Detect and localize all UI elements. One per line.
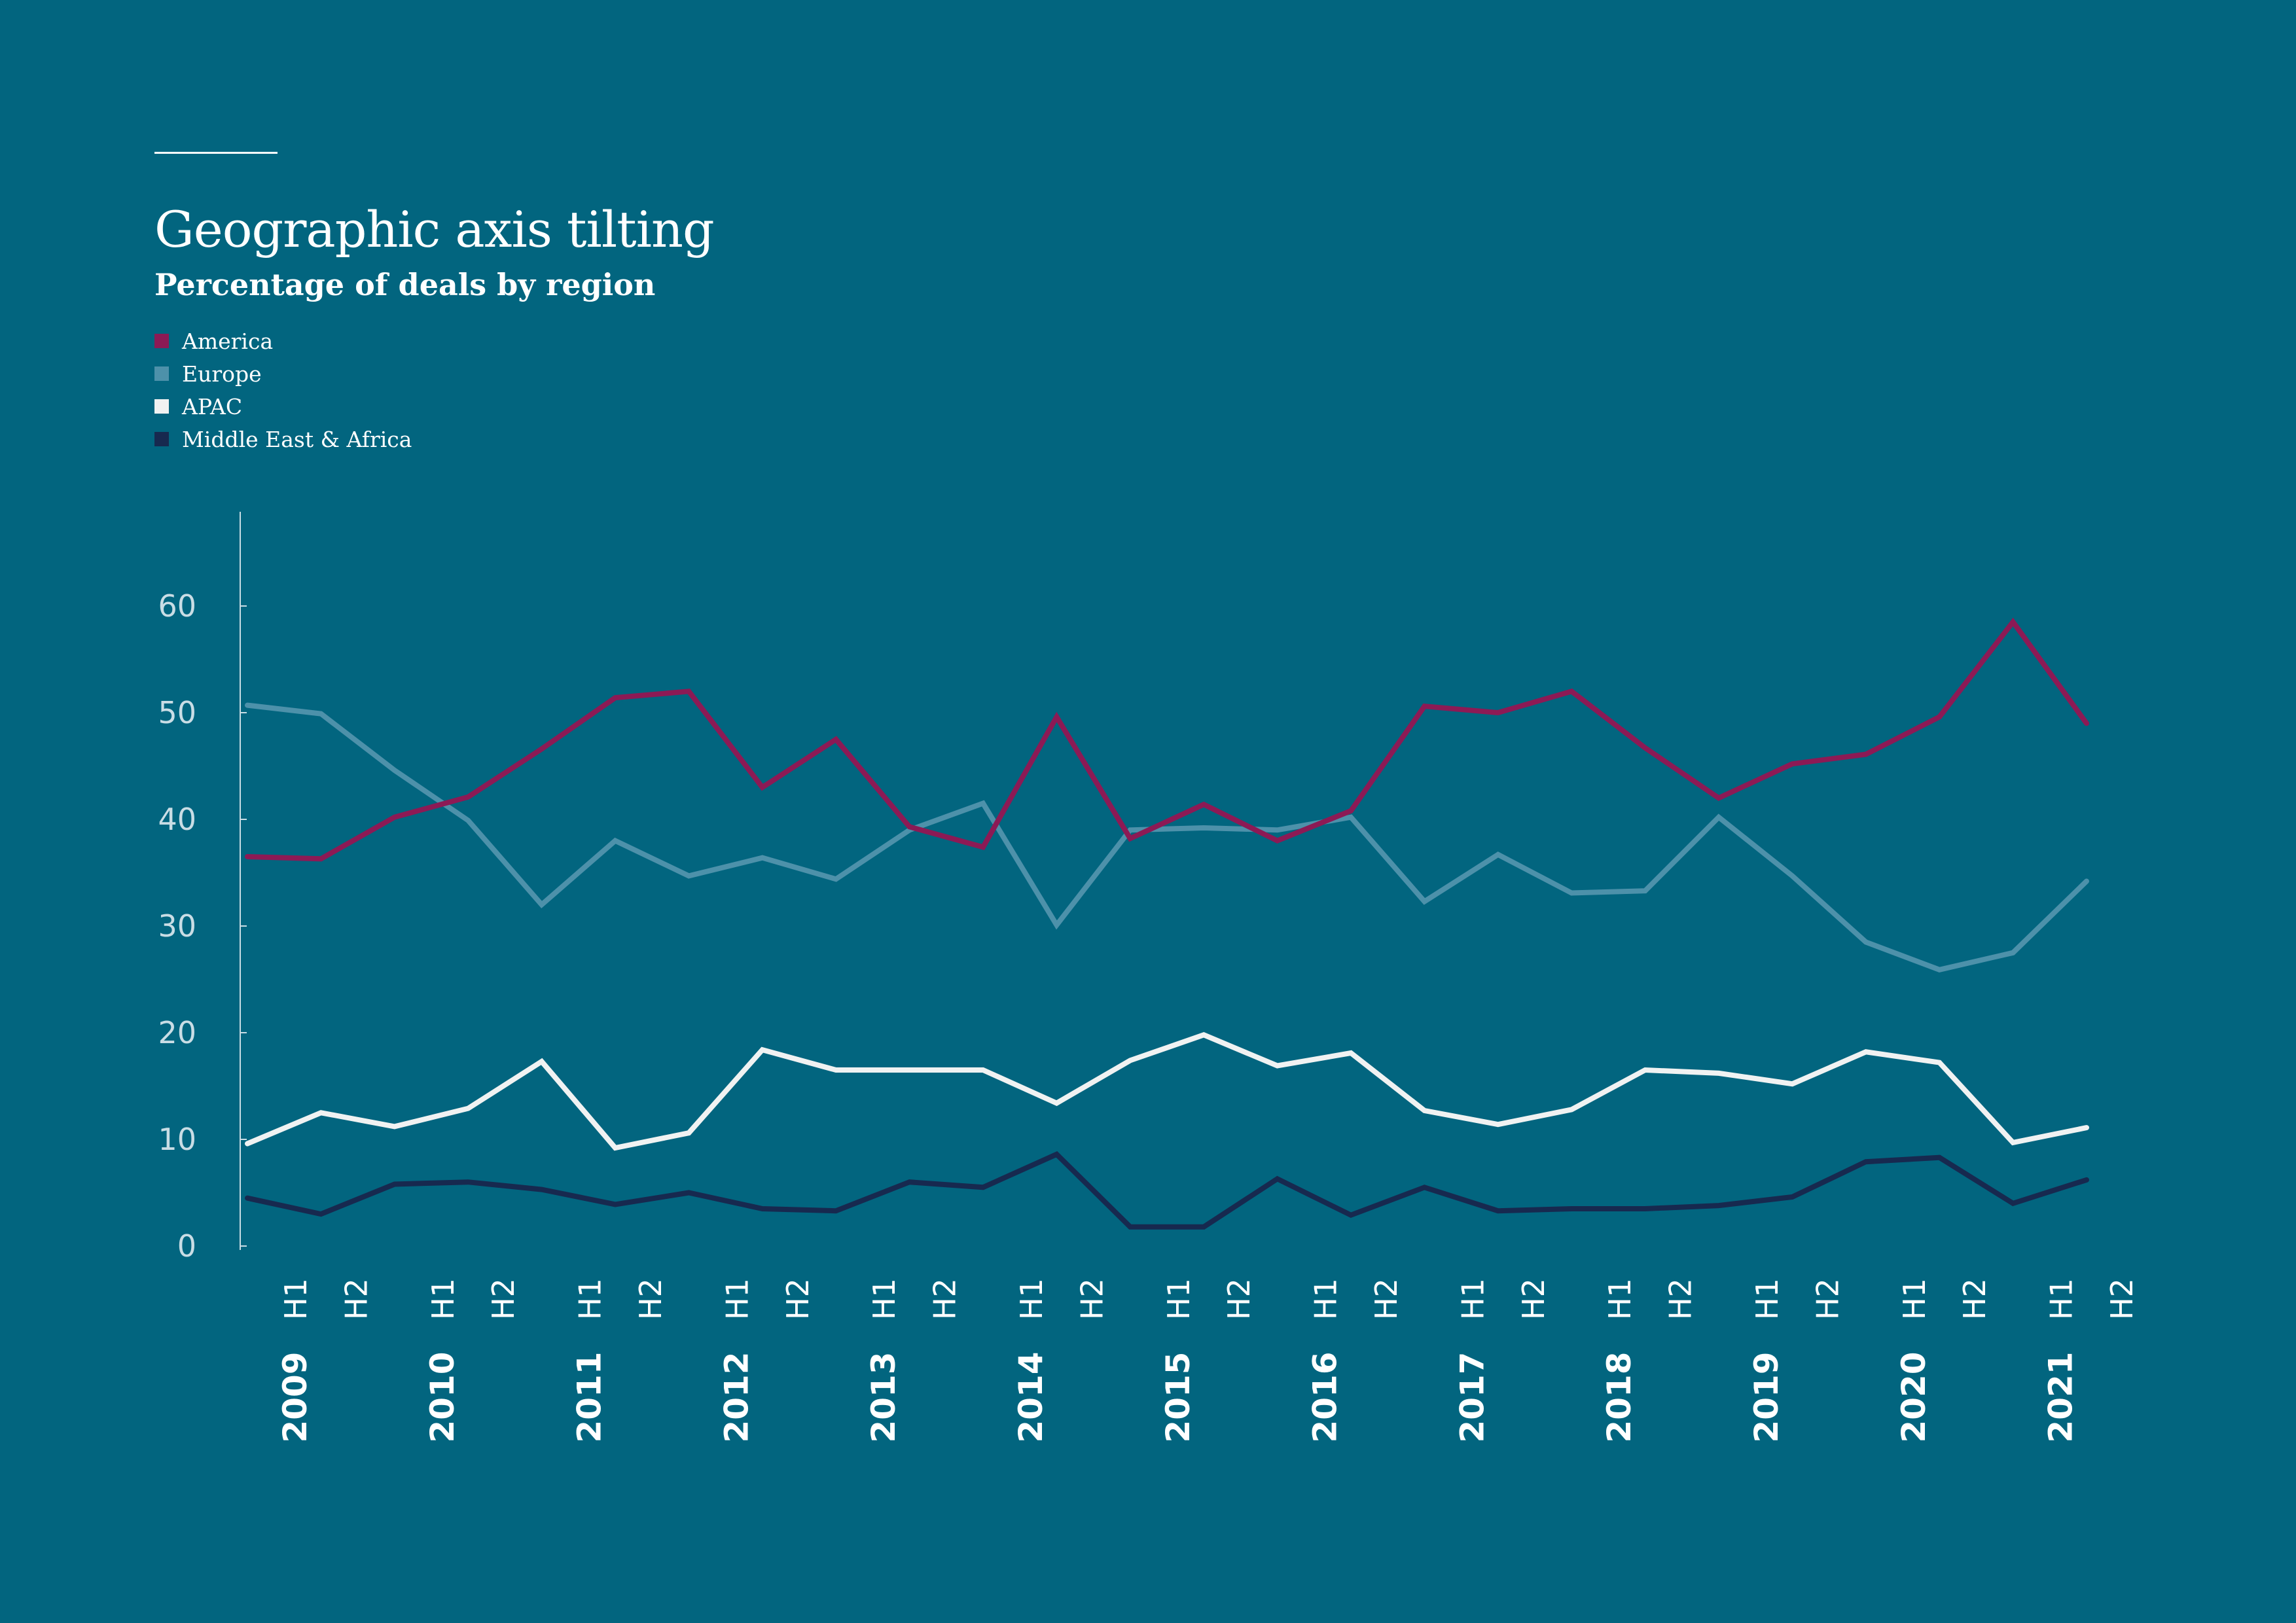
x-half-label: H2 bbox=[1516, 1278, 1551, 1320]
x-half-label: H2 bbox=[338, 1278, 374, 1320]
x-year-label: 2010 bbox=[423, 1351, 461, 1442]
x-half-label: H2 bbox=[1074, 1278, 1109, 1320]
x-half-label: H2 bbox=[1957, 1278, 1992, 1320]
x-half-label: H2 bbox=[1221, 1278, 1257, 1320]
y-tick-label: 60 bbox=[158, 588, 196, 624]
x-half-label: H1 bbox=[425, 1278, 461, 1320]
x-year-label: 2009 bbox=[276, 1351, 314, 1442]
x-year-label: 2017 bbox=[1453, 1351, 1491, 1442]
x-year-label: 2011 bbox=[571, 1351, 609, 1442]
y-tick-label: 0 bbox=[177, 1228, 196, 1264]
legend-label-middle-east-africa: Middle East & Africa bbox=[182, 426, 412, 452]
legend-label-apac: APAC bbox=[182, 393, 243, 419]
series-line-america bbox=[245, 617, 2089, 862]
x-half-label: H1 bbox=[1602, 1278, 1638, 1320]
series-line-apac bbox=[245, 1032, 2089, 1151]
x-year-label: 2013 bbox=[865, 1351, 903, 1442]
legend-item-america: America bbox=[154, 325, 412, 357]
x-half-label: H1 bbox=[867, 1278, 902, 1320]
x-year-label: 2014 bbox=[1012, 1351, 1050, 1442]
legend-swatch-europe bbox=[154, 366, 169, 381]
x-year-label: 2018 bbox=[1600, 1351, 1638, 1442]
x-half-label: H1 bbox=[573, 1278, 608, 1320]
series-line-middle-east-africa bbox=[245, 1151, 2089, 1230]
x-half-label: H1 bbox=[719, 1278, 755, 1320]
legend: America Europe APAC Middle East & Africa bbox=[154, 325, 412, 455]
x-half-label: H1 bbox=[1161, 1278, 1196, 1320]
x-half-label: H2 bbox=[1369, 1278, 1404, 1320]
x-half-label: H2 bbox=[633, 1278, 668, 1320]
x-year-label: 2016 bbox=[1306, 1351, 1344, 1442]
legend-label-america: America bbox=[182, 328, 274, 354]
x-half-label: H2 bbox=[1663, 1278, 1698, 1320]
x-half-label: H1 bbox=[1014, 1278, 1049, 1320]
chart-title: Geographic axis tilting bbox=[154, 200, 715, 259]
x-half-label: H2 bbox=[1810, 1278, 1845, 1320]
x-half-label: H2 bbox=[927, 1278, 963, 1320]
legend-swatch-middle-east-africa bbox=[154, 432, 169, 446]
x-half-label: H1 bbox=[278, 1278, 314, 1320]
y-tick-label: 20 bbox=[158, 1015, 196, 1050]
x-half-label: H2 bbox=[486, 1278, 521, 1320]
x-half-label: H2 bbox=[780, 1278, 816, 1320]
x-year-label: 2012 bbox=[717, 1351, 755, 1442]
legend-swatch-apac bbox=[154, 399, 169, 414]
x-half-label: H1 bbox=[1455, 1278, 1490, 1320]
x-half-label: H1 bbox=[1308, 1278, 1344, 1320]
y-tick-label: 30 bbox=[158, 908, 196, 944]
x-year-label: 2020 bbox=[1895, 1351, 1933, 1442]
legend-item-europe: Europe bbox=[154, 357, 412, 390]
y-tick-label: 10 bbox=[158, 1122, 196, 1157]
x-year-label: 2021 bbox=[2042, 1351, 2080, 1442]
chart-subtitle: Percentage of deals by region bbox=[154, 267, 656, 302]
legend-item-middle-east-africa: Middle East & Africa bbox=[154, 423, 412, 455]
series-layer bbox=[245, 617, 2089, 1230]
y-tick-label: 50 bbox=[158, 695, 196, 730]
legend-label-europe: Europe bbox=[182, 361, 262, 387]
legend-item-apac: APAC bbox=[154, 390, 412, 423]
x-half-label: H1 bbox=[2044, 1278, 2079, 1320]
top-decorative-rule bbox=[154, 152, 278, 154]
x-year-label: 2015 bbox=[1159, 1351, 1197, 1442]
x-half-label: H2 bbox=[2104, 1278, 2140, 1320]
x-half-label: H1 bbox=[1897, 1278, 1932, 1320]
x-half-label: H1 bbox=[1749, 1278, 1785, 1320]
y-tick-label: 40 bbox=[158, 802, 196, 837]
legend-swatch-america bbox=[154, 334, 169, 348]
axis-layer: 0 10 20 30 40 50 60 H1 H2 H1 H2 H1 H2 H1 H2 H1 H2 H1 H2 H1 H… bbox=[158, 512, 2140, 1443]
series-line-europe bbox=[245, 702, 2089, 972]
x-year-label: 2019 bbox=[1748, 1351, 1785, 1442]
